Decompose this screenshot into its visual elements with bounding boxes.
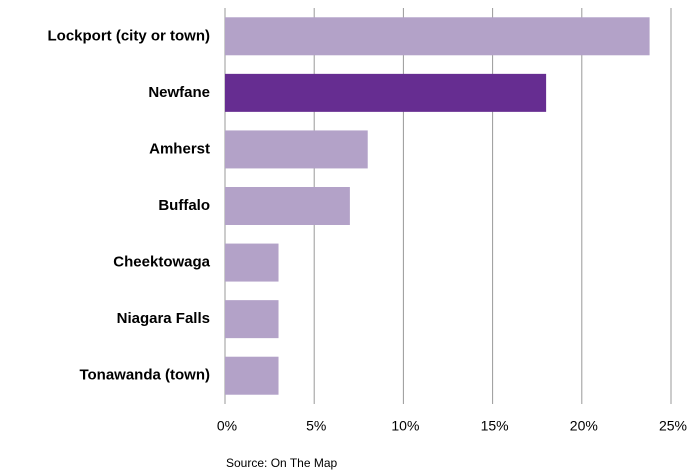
x-tick-label: 15%: [481, 418, 509, 434]
y-tick-label: Amherst: [149, 140, 210, 157]
y-tick-label: Newfane: [148, 84, 210, 101]
bar: [225, 73, 547, 112]
source-note: Source: On The Map: [226, 456, 337, 470]
x-tick-label: 5%: [306, 418, 326, 434]
bar: [225, 187, 350, 225]
y-tick-label: Cheektowaga: [113, 254, 210, 271]
bar: [225, 356, 279, 395]
y-tick-label: Buffalo: [158, 197, 210, 214]
x-tick-label: 20%: [570, 418, 598, 434]
x-tick-label: 0%: [217, 418, 237, 434]
y-tick-label: Tonawanda (town): [79, 367, 210, 384]
bar: [225, 130, 368, 169]
x-tick-label: 10%: [391, 418, 419, 434]
y-tick-label: Lockport (city or town): [48, 27, 211, 44]
bar: [225, 243, 279, 282]
x-tick-label: 25%: [659, 418, 687, 434]
y-tick-label: Niagara Falls: [117, 310, 210, 327]
bar: [225, 300, 279, 339]
bar: [225, 17, 650, 56]
